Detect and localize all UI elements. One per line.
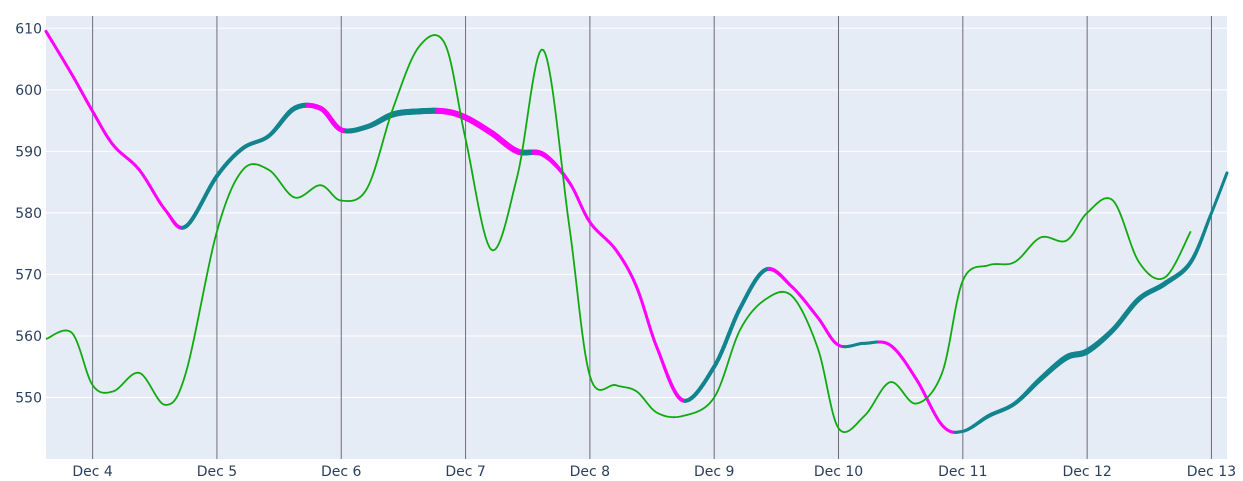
x-axis-tick-labels: Dec 4 Dec 5 Dec 6 Dec 7 Dec 8 Dec 9 Dec 10 Dec … [72, 464, 1236, 480]
x-tick-label: Dec 5 [197, 464, 237, 480]
y-tick-label: 610 [15, 21, 42, 37]
x-tick-label: Dec 12 [1062, 464, 1111, 480]
series-secondary-line [45, 34, 1192, 433]
y-axis-tick-labels: 550 560 570 580 590 600 610 [15, 21, 42, 406]
y-tick-label: 560 [15, 329, 42, 345]
y-tick-label: 550 [15, 390, 42, 406]
x-tick-label: Dec 11 [938, 464, 987, 480]
horizontal-gridlines [46, 27, 1227, 398]
y-tick-label: 580 [15, 206, 42, 222]
x-tick-label: Dec 7 [445, 464, 485, 480]
x-tick-label: Dec 13 [1187, 464, 1236, 480]
series-trend-line [44, 29, 1229, 434]
trend-line-segment [1224, 171, 1229, 176]
x-tick-label: Dec 6 [321, 464, 362, 480]
y-tick-label: 590 [15, 144, 42, 160]
y-tick-label: 570 [15, 267, 42, 283]
secondary-line-path [45, 34, 1192, 433]
x-tick-label: Dec 8 [570, 464, 610, 480]
x-tick-label: Dec 4 [72, 464, 113, 480]
x-tick-label: Dec 10 [814, 464, 863, 480]
day-marker-lines [92, 16, 1212, 459]
x-tick-label: Dec 9 [694, 464, 734, 480]
y-tick-label: 600 [15, 83, 42, 99]
